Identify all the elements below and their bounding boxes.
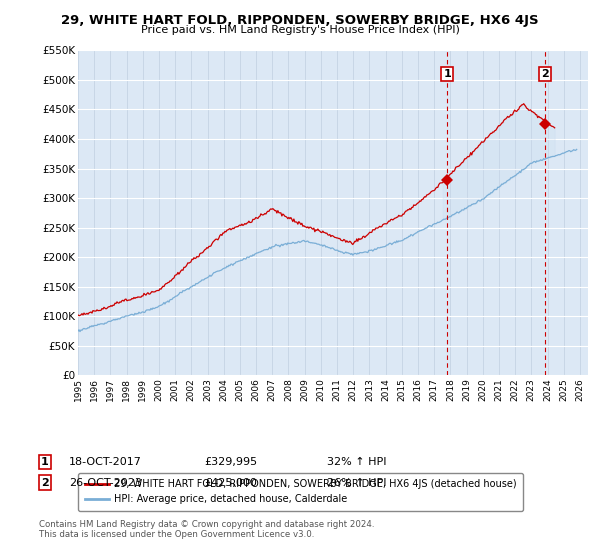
Text: 18-OCT-2017: 18-OCT-2017 <box>69 457 142 467</box>
Text: Price paid vs. HM Land Registry's House Price Index (HPI): Price paid vs. HM Land Registry's House … <box>140 25 460 35</box>
Text: 32% ↑ HPI: 32% ↑ HPI <box>327 457 386 467</box>
Text: 2: 2 <box>541 69 548 79</box>
Text: 29, WHITE HART FOLD, RIPPONDEN, SOWERBY BRIDGE, HX6 4JS: 29, WHITE HART FOLD, RIPPONDEN, SOWERBY … <box>61 14 539 27</box>
Legend: 29, WHITE HART FOLD, RIPPONDEN, SOWERBY BRIDGE, HX6 4JS (detached house), HPI: A: 29, WHITE HART FOLD, RIPPONDEN, SOWERBY … <box>78 473 523 511</box>
Text: 26-OCT-2023: 26-OCT-2023 <box>69 478 142 488</box>
Text: 1: 1 <box>443 69 451 79</box>
Text: 1: 1 <box>41 457 49 467</box>
Text: Contains HM Land Registry data © Crown copyright and database right 2024.
This d: Contains HM Land Registry data © Crown c… <box>39 520 374 539</box>
Text: 2: 2 <box>41 478 49 488</box>
Text: £329,995: £329,995 <box>204 457 257 467</box>
Text: £425,000: £425,000 <box>204 478 257 488</box>
Text: 26% ↑ HPI: 26% ↑ HPI <box>327 478 386 488</box>
